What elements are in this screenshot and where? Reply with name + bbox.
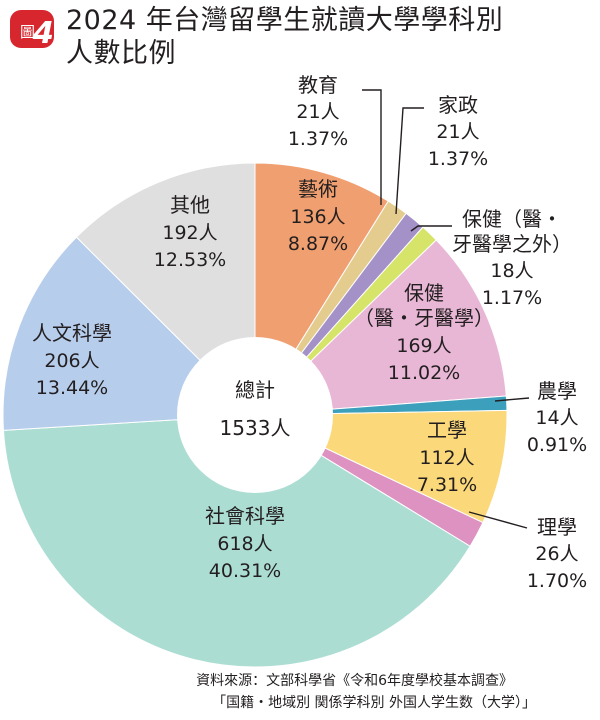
center-total: 1533人 — [220, 416, 291, 440]
slice-label-count-9: 618人 — [217, 533, 272, 555]
slice-label-name-5: 保健 — [404, 281, 444, 305]
chart-title: 2024 年台灣留學生就讀大學學科別 人數比例 — [66, 4, 503, 70]
leader-line-2 — [362, 89, 382, 205]
slice-label-count-1: 136人 — [290, 206, 345, 228]
slice-label-name-6: 農學 — [537, 379, 577, 403]
slice-label-percent-10: 13.44% — [36, 377, 108, 399]
badge-background — [10, 10, 54, 48]
slice-label-percent-9: 40.31% — [209, 560, 281, 582]
slice-label-count-10: 206人 — [44, 350, 99, 372]
slice-label-name-5: （醫・牙醫學） — [354, 306, 494, 330]
slice-label-count-3: 21人 — [436, 121, 479, 143]
slice-label-percent-4: 1.17% — [482, 287, 542, 309]
slice-label-count-5: 169人 — [396, 335, 451, 357]
slice-label-count-8: 26人 — [535, 543, 578, 565]
source-line-2: 「国籍・地域別 関係学科別 外国人学生数（大学）」 — [212, 695, 536, 711]
slice-label-count-6: 14人 — [535, 407, 578, 429]
slice-label-percent-3: 1.37% — [428, 148, 488, 170]
leader-line-3 — [395, 107, 424, 215]
source-line-1: 資料來源：文部科學省《令和6年度學校基本調查》 — [196, 673, 513, 689]
slice-label-percent-1: 8.87% — [288, 233, 348, 255]
slice-label-count-11: 192人 — [162, 222, 217, 244]
slice-label-name-8: 理學 — [537, 515, 577, 539]
slice-label-percent-6: 0.91% — [527, 434, 587, 456]
center-label: 總計 — [235, 378, 275, 402]
slice-label-name-10: 人文科學 — [32, 321, 112, 345]
leader-line-8 — [468, 511, 528, 529]
figure-label: 圖 — [20, 23, 35, 41]
slice-label-name-2: 教育 — [298, 73, 338, 97]
slice-label-name-9: 社會科學 — [205, 504, 285, 528]
slice-label-count-7: 112人 — [419, 447, 474, 469]
chart-title-line-2: 人數比例 — [66, 38, 176, 69]
pie-slice-9 — [2, 414, 471, 668]
slice-label-name-7: 工學 — [427, 418, 467, 442]
slice-label-percent-7: 7.31% — [417, 474, 477, 496]
slice-label-name-1: 藝術 — [298, 177, 338, 201]
leader-line-6 — [494, 397, 530, 402]
slice-label-name-4: 牙醫學之外） — [452, 232, 572, 256]
slice-label-name-3: 家政 — [438, 93, 478, 117]
slice-label-percent-8: 1.70% — [527, 570, 587, 592]
slice-label-count-2: 21人 — [296, 101, 339, 123]
slice-label-percent-5: 11.02% — [388, 362, 460, 384]
chart-title-line-1: 2024 年台灣留學生就讀大學學科別 — [66, 5, 504, 36]
slice-label-count-4: 18人 — [490, 260, 533, 282]
leader-line-4 — [410, 225, 452, 232]
figure-number-badge: 圖 4 — [10, 10, 54, 50]
slice-label-percent-11: 12.53% — [154, 249, 226, 271]
slice-label-name-4: 保健（醫・ — [462, 207, 562, 231]
slice-label-percent-2: 1.37% — [288, 128, 348, 150]
donut-center — [177, 337, 333, 493]
chart-header: 圖 4 2024 年台灣留學生就讀大學學科別 人數比例 — [8, 2, 598, 70]
source-note: 資料來源：文部科學省《令和6年度學校基本調查》 「国籍・地域別 関係学科別 外国… — [196, 670, 536, 714]
figure-number: 4 — [32, 16, 54, 50]
slice-label-name-11: 其他 — [170, 193, 210, 217]
